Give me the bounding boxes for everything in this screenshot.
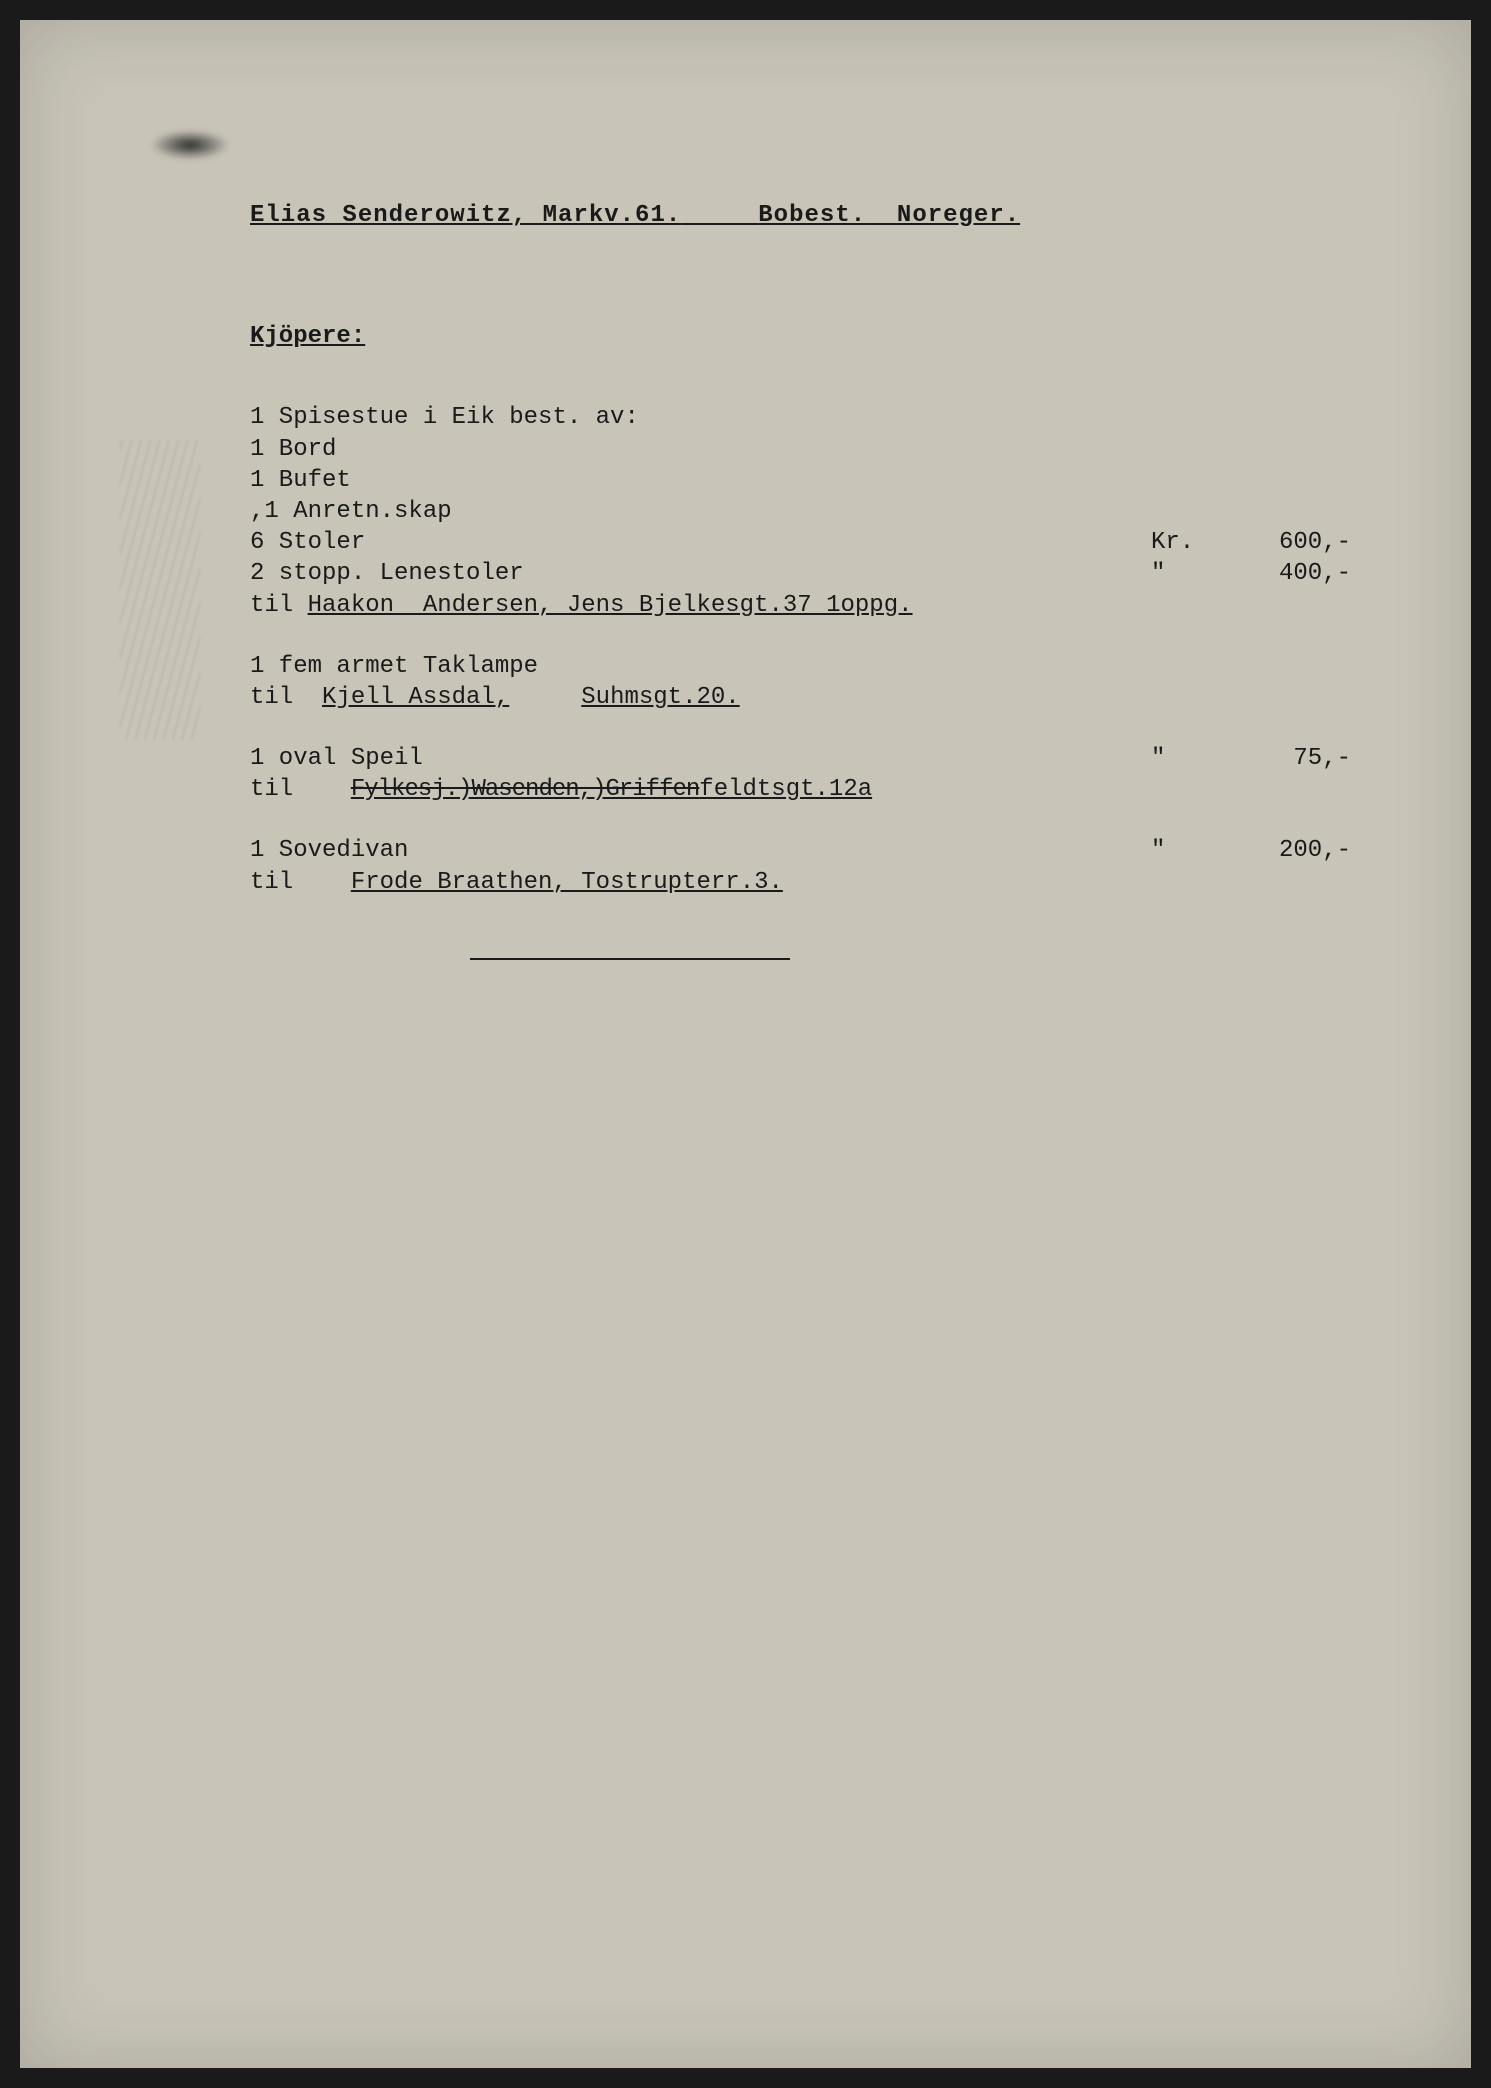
buyer-name: Kjell Assdal, <box>322 682 509 713</box>
item-price: 600,- <box>1231 527 1351 558</box>
group-2: 1 fem armet Taklampe til Kjell Assdal, S… <box>250 651 1351 713</box>
buyer-prefix: til <box>250 774 351 805</box>
currency-unit: " <box>1151 835 1231 866</box>
group-1: 1 Spisestue i Eik best. av: 1 Bord 1 Buf… <box>250 402 1351 620</box>
struck-text: Fylkesj.)Wasenden,)Griffen <box>351 776 699 803</box>
section-title: Kjöpere: <box>250 321 1351 352</box>
buyer-line: til Haakon Andersen, Jens Bjelkesgt.37 1… <box>250 590 1351 621</box>
item-text: ,1 Anretn.skap <box>250 496 1351 527</box>
ink-smudge <box>150 130 230 160</box>
item-line: ,1 Anretn.skap <box>250 496 1351 527</box>
header-role: Bobest. <box>758 202 866 229</box>
buyer-line: til Kjell Assdal, Suhmsgt.20. <box>250 682 1351 713</box>
buyer-name-corrected: Fylkesj.)Wasenden,)Griffenfeldtsgt.12a <box>351 774 872 805</box>
priced-line: 1 Sovedivan " 200,- <box>250 835 1351 866</box>
currency-unit: " <box>1151 743 1231 774</box>
item-price: 400,- <box>1231 558 1351 589</box>
item-desc: 1 Sovedivan <box>250 835 1151 866</box>
buyer-line: til Frode Braathen, Tostrupterr.3. <box>250 867 1351 898</box>
header-line: Elias Senderowitz, Markv.61. Bobest. Nor… <box>250 200 1351 231</box>
priced-line: 1 oval Speil " 75,- <box>250 743 1351 774</box>
item-price: 75,- <box>1231 743 1351 774</box>
header-name: Elias Senderowitz, Markv.61. <box>250 202 681 229</box>
priced-line: 2 stopp. Lenestoler " 400,- <box>250 558 1351 589</box>
group-4: 1 Sovedivan " 200,- til Frode Braathen, … <box>250 835 1351 897</box>
currency-unit: " <box>1151 558 1231 589</box>
paper-scratch <box>120 440 200 740</box>
buyer-name: Frode Braathen, Tostrupterr.3. <box>351 867 783 898</box>
item-desc: 6 Stoler <box>250 527 1151 558</box>
buyer-addr: Suhmsgt.20. <box>581 682 739 713</box>
priced-line: 6 Stoler Kr. 600,- <box>250 527 1351 558</box>
horizontal-rule <box>470 958 790 960</box>
document-page: Elias Senderowitz, Markv.61. Bobest. Nor… <box>20 20 1471 2068</box>
item-text: 1 fem armet Taklampe <box>250 651 1351 682</box>
buyer-prefix: til <box>250 590 308 621</box>
item-desc: 1 oval Speil <box>250 743 1151 774</box>
item-line: 1 Spisestue i Eik best. av: <box>250 402 1351 433</box>
item-line: 1 Bord <box>250 434 1351 465</box>
item-line: 1 fem armet Taklampe <box>250 651 1351 682</box>
currency-unit: Kr. <box>1151 527 1231 558</box>
header-spacer2 <box>866 202 897 229</box>
buyer-prefix: til <box>250 867 351 898</box>
buyer-line: til Fylkesj.)Wasenden,)Griffenfeldtsgt.1… <box>250 774 1351 805</box>
header-country: Noreger. <box>897 202 1020 229</box>
item-desc: 2 stopp. Lenestoler <box>250 558 1151 589</box>
buyer-prefix: til <box>250 682 322 713</box>
item-text: 1 Bord <box>250 434 1351 465</box>
item-text: 1 Bufet <box>250 465 1351 496</box>
item-line: 1 Bufet <box>250 465 1351 496</box>
header-spacer <box>681 202 758 229</box>
buyer-spacer <box>509 682 581 713</box>
item-price: 200,- <box>1231 835 1351 866</box>
buyer-name: Haakon Andersen, Jens Bjelkesgt.37 1oppg… <box>308 590 913 621</box>
item-text: 1 Spisestue i Eik best. av: <box>250 402 1351 433</box>
group-3: 1 oval Speil " 75,- til Fylkesj.)Wasende… <box>250 743 1351 805</box>
buyer-rest: feldtsgt.12a <box>699 776 872 803</box>
